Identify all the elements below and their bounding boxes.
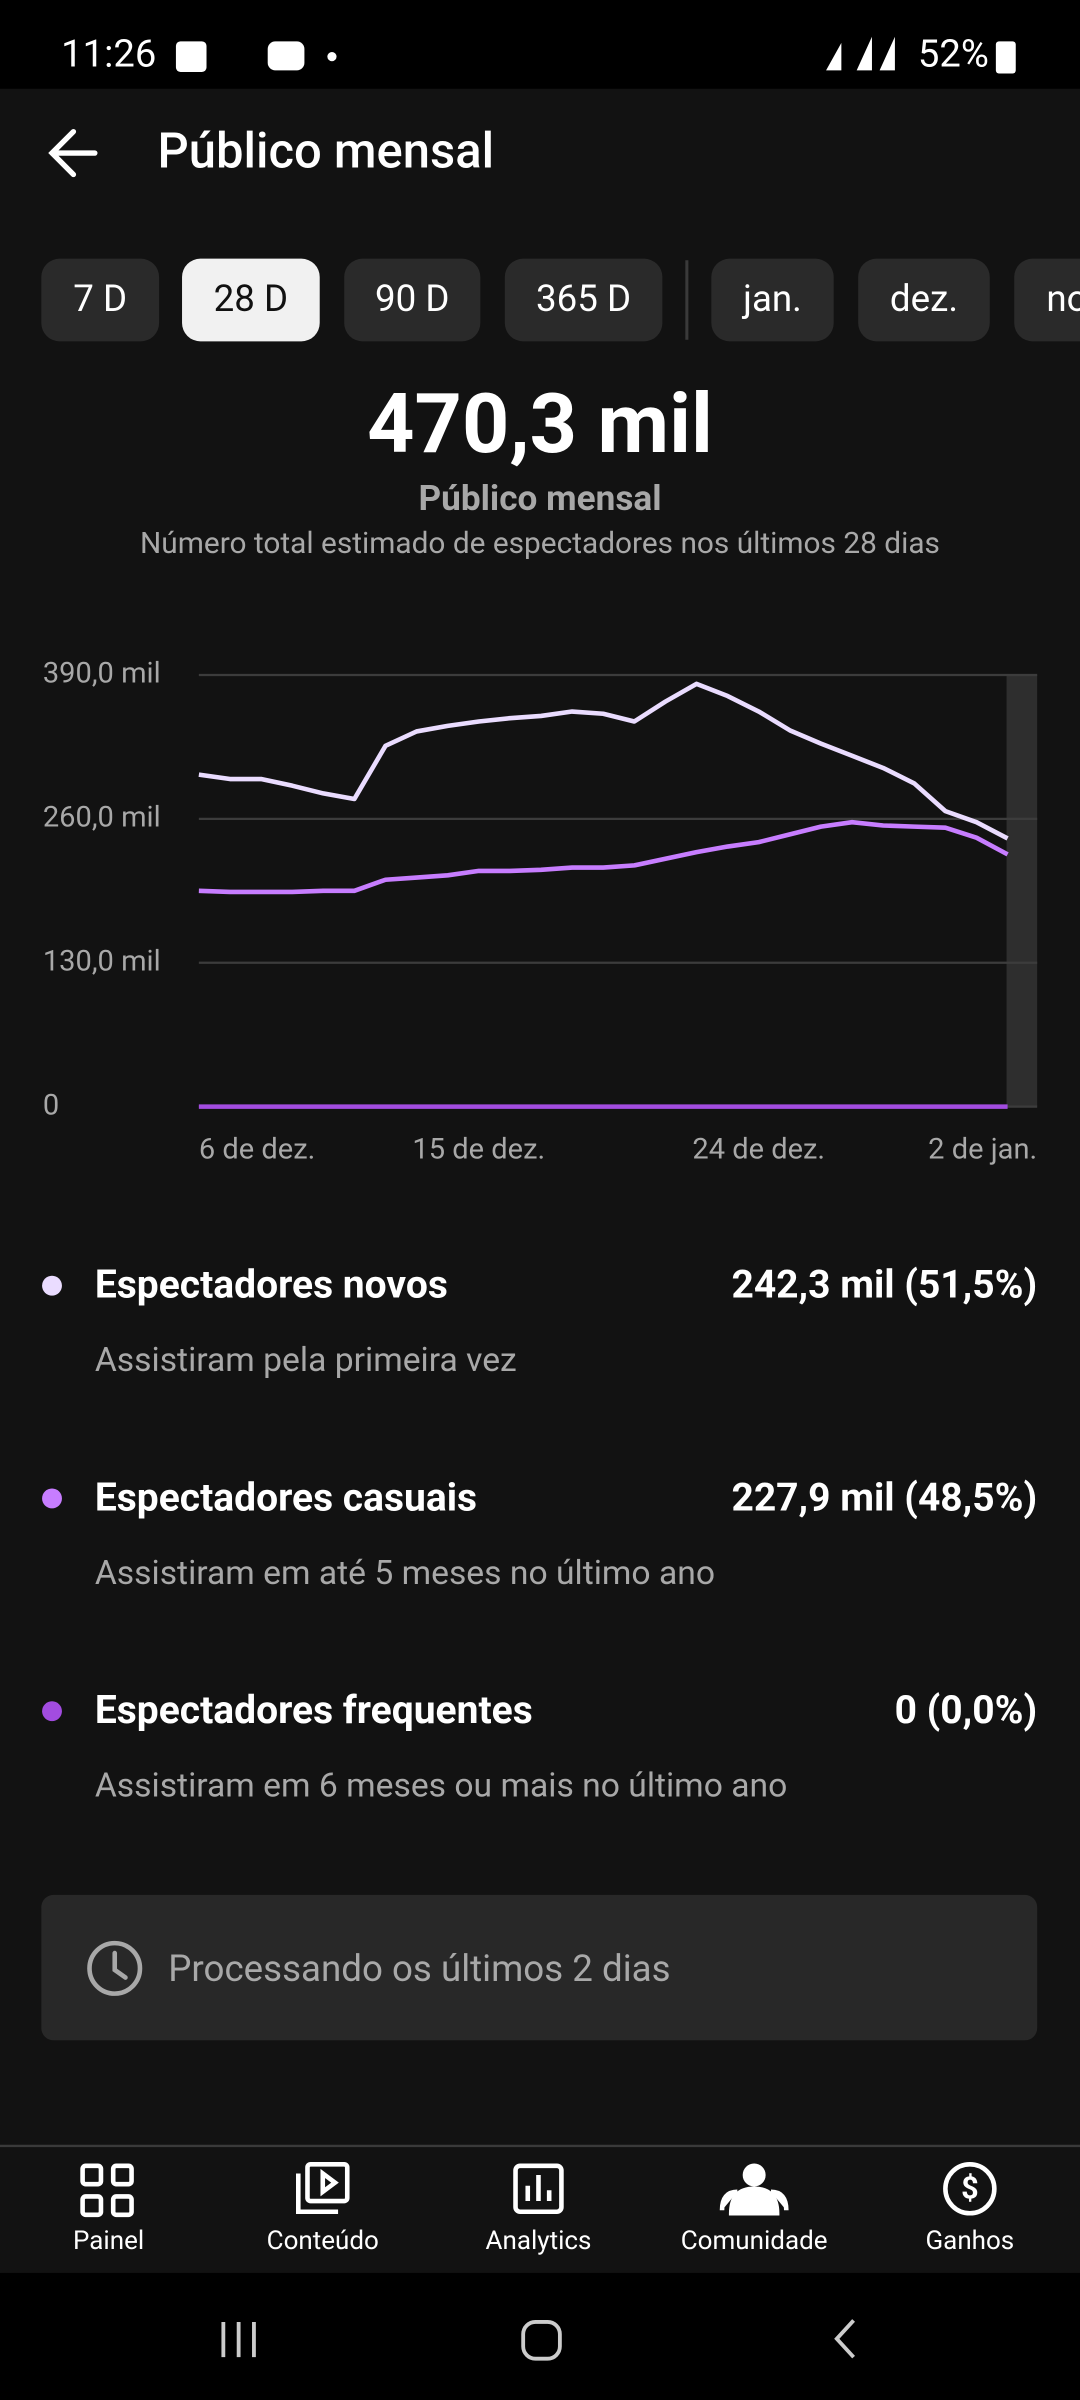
painel-icon[interactable] bbox=[110, 2194, 134, 2218]
tab[interactable] bbox=[858, 258, 990, 342]
nav-icons bbox=[80, 2161, 997, 2218]
tab-label[interactable]: 365 D bbox=[536, 277, 631, 320]
y-tick-label: 0 bbox=[43, 1088, 59, 1122]
legend-name: Espectadores frequentes bbox=[95, 1687, 533, 1733]
tab[interactable] bbox=[1014, 258, 1080, 342]
painel-icon[interactable] bbox=[80, 2163, 104, 2187]
notice-box bbox=[41, 1894, 1038, 2041]
legend-name: Espectadores casuais bbox=[95, 1474, 477, 1520]
y-tick-label: 260,0 mil bbox=[43, 801, 161, 835]
status-icon bbox=[327, 52, 337, 62]
back-button[interactable] bbox=[48, 128, 98, 178]
ganhos-symbol: $ bbox=[961, 2171, 979, 2206]
summary-value: 470,3 mil bbox=[367, 376, 713, 473]
home-button[interactable] bbox=[521, 2320, 562, 2361]
status-icon bbox=[267, 41, 305, 71]
tab-label[interactable]: nov. bbox=[1046, 277, 1080, 320]
x-tick-label: 2 de jan. bbox=[928, 1133, 1037, 1167]
nav-label[interactable]: Analytics bbox=[486, 2226, 592, 2256]
legend-value: 242,3 mil (51,5%) bbox=[731, 1262, 1037, 1308]
nav-label[interactable]: Conteúdo bbox=[267, 2226, 379, 2256]
tab-label[interactable]: 90 D bbox=[375, 277, 449, 320]
legend-value: 227,9 mil (48,5%) bbox=[731, 1474, 1037, 1520]
comunidade-icon[interactable] bbox=[719, 2186, 789, 2216]
chart: 0 130,0 mil 260,0 mil 390,0 mil 6 de dez. 15 … bbox=[43, 657, 1038, 1167]
header-title: Público mensal bbox=[158, 123, 495, 180]
tab-label[interactable]: 7 D bbox=[73, 277, 127, 320]
battery-icon bbox=[995, 41, 1016, 74]
y-tick-label: 390,0 mil bbox=[43, 657, 161, 691]
recent-apps-button[interactable] bbox=[221, 2321, 256, 2358]
nav-label[interactable]: Comunidade bbox=[681, 2226, 828, 2256]
legend-dot bbox=[42, 1488, 62, 1509]
signal-icon bbox=[826, 36, 895, 71]
x-tick-label: 6 de dez. bbox=[199, 1133, 315, 1167]
back-system-button[interactable] bbox=[834, 2319, 856, 2359]
legend-description: Assistiram pela primeira vez bbox=[95, 1341, 517, 1380]
tab[interactable] bbox=[711, 258, 834, 342]
tab[interactable] bbox=[504, 258, 663, 342]
conteudo-icon[interactable] bbox=[305, 2161, 350, 2204]
y-tick-label: 130,0 mil bbox=[43, 944, 161, 978]
tab-label[interactable]: dez. bbox=[890, 277, 958, 320]
tab-selected[interactable] bbox=[182, 258, 320, 342]
comunidade-icon[interactable] bbox=[742, 2163, 766, 2187]
painel-icon[interactable] bbox=[110, 2163, 134, 2187]
summary-description: Número total estimado de espectadores no… bbox=[140, 526, 940, 561]
x-tick-label: 15 de dez. bbox=[412, 1133, 545, 1167]
breakdown-list: Espectadores novos 242,3 mil (51,5%) Assis… bbox=[42, 1262, 1037, 1806]
processing-band bbox=[1006, 675, 1038, 1107]
legend-dot bbox=[42, 1275, 62, 1296]
tab-label[interactable]: jan. bbox=[741, 277, 802, 320]
status-icon bbox=[175, 41, 207, 72]
summary-label: Público mensal bbox=[418, 477, 661, 519]
series-line bbox=[198, 819, 1009, 895]
analytics-icon[interactable] bbox=[513, 2163, 564, 2215]
nav-label[interactable]: Ganhos bbox=[925, 2226, 1014, 2256]
legend-name: Espectadores novos bbox=[95, 1262, 448, 1308]
tab[interactable] bbox=[344, 258, 481, 342]
legend-dot bbox=[42, 1701, 62, 1722]
tabs: 7 D 28 D 90 D 365 D jan. dez. nov. bbox=[41, 258, 1080, 342]
legend-description: Assistiram em 6 meses ou mais no último … bbox=[95, 1767, 787, 1806]
legend-description: Assistiram em até 5 meses no último ano bbox=[95, 1554, 715, 1593]
series-line bbox=[198, 681, 1009, 841]
system-nav bbox=[0, 2272, 1080, 2400]
notice-text: Processando os últimos 2 dias bbox=[168, 1947, 670, 1990]
clock-icon bbox=[87, 1940, 143, 1996]
nav-label[interactable]: Painel bbox=[73, 2226, 144, 2256]
conteudo-icon[interactable] bbox=[296, 2168, 339, 2215]
ganhos-icon[interactable] bbox=[943, 2161, 997, 2216]
painel-icon[interactable] bbox=[80, 2194, 104, 2218]
analytics-icon[interactable] bbox=[525, 2175, 552, 2202]
status-time: 11:26 bbox=[61, 33, 156, 77]
legend-value: 0 (0,0%) bbox=[895, 1687, 1038, 1733]
tab[interactable] bbox=[41, 258, 160, 342]
tab-label[interactable]: 28 D bbox=[214, 277, 288, 320]
nav-labels: Painel Conteúdo Analytics Comunidade Ganhos bbox=[73, 2226, 1014, 2256]
clock-icon bbox=[112, 1950, 128, 1980]
battery-text: 52% bbox=[918, 33, 989, 77]
x-tick-label: 24 de dez. bbox=[692, 1133, 825, 1167]
